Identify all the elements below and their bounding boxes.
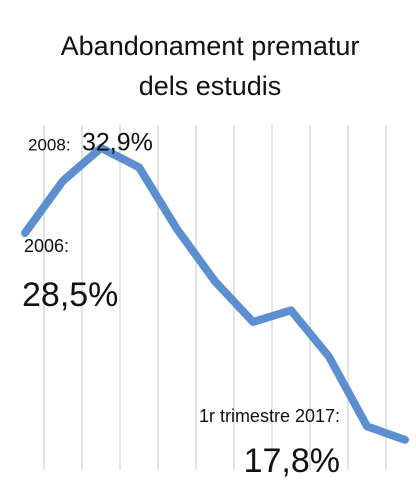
data-label: 28,5%: [22, 276, 118, 314]
line: [21, 143, 409, 444]
annotation: 2008:: [28, 135, 71, 154]
chart-title: Abandonament prematur: [61, 31, 360, 61]
chart-title: dels estudis: [139, 71, 282, 101]
annotation: 1r trimestre 2017:: [199, 406, 340, 426]
annotation: 2006:: [24, 236, 69, 256]
data-label: 17,8%: [244, 442, 340, 480]
data-label: 32,9%: [82, 129, 153, 157]
